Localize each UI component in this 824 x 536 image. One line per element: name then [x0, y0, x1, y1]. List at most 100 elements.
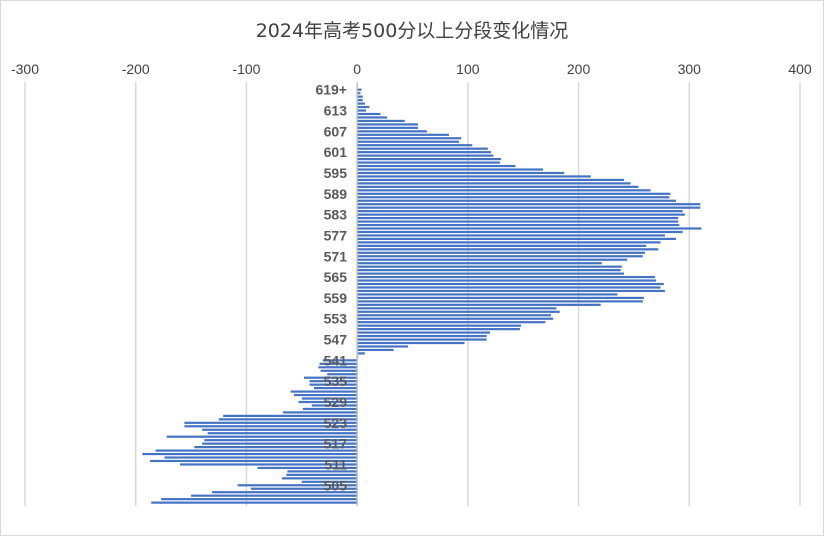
- bar: [357, 307, 557, 310]
- x-tick-label: -300: [11, 61, 39, 77]
- bar: [357, 282, 664, 286]
- bar: [357, 151, 492, 154]
- x-tick-label: 300: [678, 61, 702, 77]
- x-tick-label: -200: [122, 61, 150, 77]
- x-tick-label: 0: [353, 61, 361, 77]
- bar: [357, 227, 702, 230]
- category-label: 553: [324, 311, 348, 327]
- bar: [357, 286, 661, 289]
- category-label: 517: [324, 436, 348, 452]
- category-label: 583: [324, 207, 348, 223]
- bar: [250, 487, 358, 490]
- bar: [357, 105, 370, 109]
- category-label: 565: [324, 269, 348, 285]
- bar: [184, 425, 358, 428]
- bar: [191, 494, 358, 497]
- bar: [318, 366, 358, 369]
- category-label: 619+: [315, 82, 347, 98]
- bar: [357, 185, 639, 188]
- bar: [357, 182, 631, 185]
- bar: [151, 501, 358, 504]
- bar: [357, 147, 488, 150]
- bar: [357, 137, 462, 140]
- category-label: 541: [324, 352, 348, 368]
- x-tick-label: 100: [456, 61, 480, 77]
- category-label: 589: [324, 186, 348, 202]
- bar: [357, 331, 490, 334]
- bar: [357, 328, 520, 331]
- bar: [357, 223, 680, 227]
- bar: [322, 359, 358, 362]
- bar: [357, 220, 679, 223]
- bar: [357, 95, 363, 98]
- bar: [166, 435, 358, 438]
- bar: [357, 199, 676, 202]
- bar: [357, 258, 628, 261]
- bar: [319, 362, 358, 365]
- category-label: 535: [324, 373, 348, 389]
- bar: [357, 272, 624, 275]
- bar: [313, 387, 358, 390]
- bar: [357, 171, 565, 175]
- bar: [161, 498, 358, 501]
- bar: [287, 470, 358, 473]
- bar: [194, 446, 358, 449]
- bar: [357, 317, 554, 320]
- bar: [180, 463, 358, 466]
- bar: [301, 397, 358, 400]
- bar: [223, 414, 358, 417]
- x-tick-label: -100: [232, 61, 260, 77]
- bar: [202, 428, 358, 431]
- bar: [357, 300, 643, 303]
- bar: [302, 407, 358, 411]
- bar: [357, 341, 465, 345]
- bar: [202, 442, 358, 445]
- bar: [357, 144, 473, 147]
- bar: [357, 262, 602, 265]
- bar: [357, 241, 661, 244]
- bar: [357, 216, 679, 220]
- bar: [357, 348, 394, 352]
- bar: [212, 491, 358, 494]
- bar: [257, 466, 358, 470]
- x-tick-label: 200: [567, 61, 591, 77]
- bar: [282, 411, 358, 414]
- bar: [357, 168, 544, 171]
- bar: [357, 99, 363, 102]
- bar: [357, 234, 665, 237]
- bar: [290, 390, 358, 393]
- bar: [301, 480, 358, 483]
- bar: [357, 289, 665, 293]
- bar: [327, 373, 358, 376]
- bar: [357, 230, 683, 234]
- bar: [357, 255, 643, 258]
- bar: [357, 275, 655, 279]
- bar: [357, 123, 419, 126]
- x-tick-label: 400: [788, 61, 812, 77]
- bar: [357, 206, 701, 209]
- bar: [286, 473, 358, 476]
- bar: [357, 196, 670, 199]
- bar: [357, 203, 701, 206]
- bar: [357, 314, 551, 317]
- bar: [357, 116, 388, 119]
- bar: [204, 439, 358, 442]
- category-label: 601: [324, 144, 348, 160]
- bar: [357, 154, 494, 157]
- bar: [357, 92, 361, 95]
- bar: [357, 210, 683, 213]
- bar: [218, 418, 358, 421]
- bar: [357, 175, 591, 178]
- bar: [164, 456, 358, 459]
- bar: [357, 345, 409, 348]
- category-label: 505: [324, 477, 348, 493]
- bar: [357, 251, 645, 254]
- bar: [357, 279, 657, 282]
- bar: [357, 189, 651, 192]
- bar: [142, 452, 358, 456]
- bar: [357, 303, 601, 306]
- bar: [309, 383, 358, 386]
- bar: [357, 102, 365, 105]
- bar: [309, 380, 358, 383]
